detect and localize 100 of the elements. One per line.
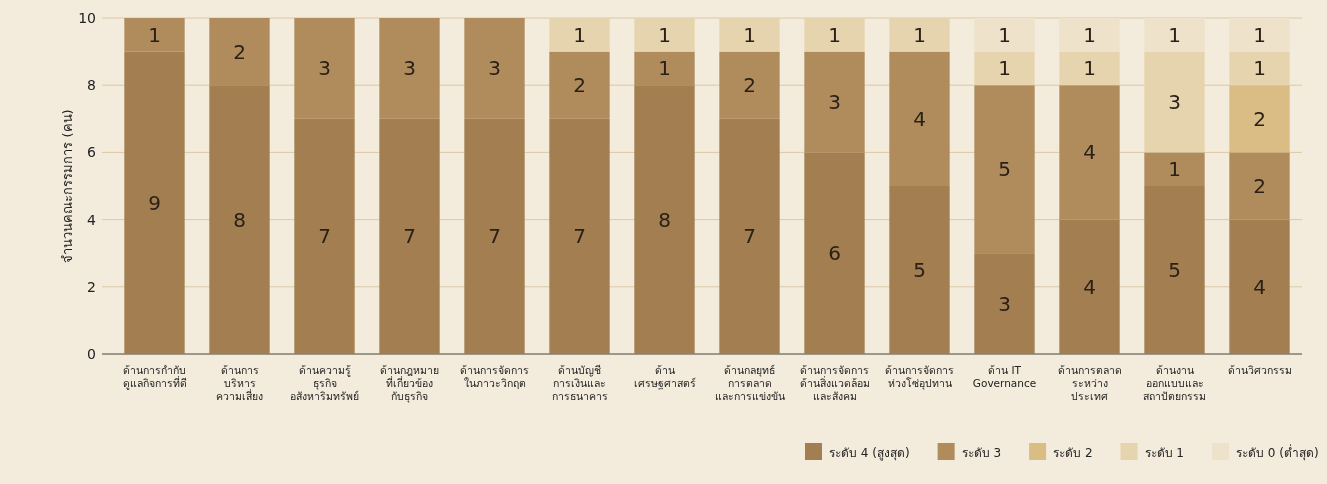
x-tick-label: ด้านกฎหมาย ที่เกี่ยวข้อง กับธุรกิจ — [380, 364, 439, 403]
bar — [124, 51, 185, 354]
data-label: 1 — [658, 22, 671, 47]
bar — [889, 186, 950, 354]
data-label: 4 — [1253, 274, 1266, 299]
x-tick-label: ด้าน IT Governance — [972, 364, 1037, 389]
bar — [634, 85, 695, 354]
data-label: 7 — [403, 224, 416, 249]
x-tick-label: ด้านการ บริหาร ความเสี่ยง — [216, 364, 263, 402]
x-tick-label: ด้านบัญชี การเงินและ การธนาคาร — [551, 364, 608, 402]
bar — [1229, 219, 1290, 354]
data-label: 1 — [1083, 22, 1096, 47]
bar — [1229, 152, 1290, 220]
x-tick-label: ด้าน เศรษฐศาสตร์ — [633, 364, 696, 390]
data-label: 7 — [743, 224, 756, 249]
bar — [1144, 152, 1205, 186]
data-label: 2 — [233, 39, 246, 64]
bar — [464, 18, 525, 119]
bar — [1229, 85, 1290, 153]
bar — [1229, 51, 1290, 86]
y-tick-label: 4 — [87, 211, 97, 228]
bar — [294, 18, 355, 119]
data-label: 1 — [998, 22, 1011, 47]
bar — [1144, 186, 1205, 354]
data-label: 9 — [148, 190, 161, 215]
bar — [464, 118, 525, 354]
bar — [974, 51, 1035, 86]
bar — [1059, 219, 1120, 354]
y-tick-label: 8 — [87, 77, 96, 94]
bar — [124, 18, 185, 52]
bar — [379, 18, 440, 119]
data-label: 7 — [318, 224, 331, 249]
x-tick-label: ด้านการจัดการ ในภาวะวิกฤต — [460, 364, 529, 389]
data-label: 3 — [488, 56, 501, 81]
bar — [1059, 18, 1120, 52]
data-label: 7 — [488, 224, 501, 249]
data-label: 1 — [1253, 56, 1266, 81]
x-tick-label: ด้านความรู้ ธุรกิจ อสังหาริมทรัพย์ — [290, 364, 359, 402]
data-label: 1 — [1168, 22, 1181, 47]
x-tick-label: ด้านวิศวกรรม — [1227, 364, 1292, 376]
bar — [294, 118, 355, 354]
data-label: 2 — [743, 73, 756, 98]
data-label: 6 — [828, 241, 841, 266]
bar — [719, 51, 780, 119]
data-label: 4 — [1083, 274, 1096, 299]
data-label: 3 — [828, 90, 841, 114]
legend-label: ระดับ 1 — [1144, 446, 1184, 460]
data-label: 5 — [1168, 258, 1181, 282]
bar — [974, 18, 1035, 52]
x-tick-label: ด้านการตลาด ระหว่าง ประเทศ — [1057, 364, 1122, 402]
data-label: 8 — [233, 207, 246, 232]
data-label: 3 — [1168, 90, 1181, 114]
data-label: 1 — [828, 22, 841, 47]
data-label: 1 — [1168, 157, 1181, 182]
data-label: 1 — [148, 22, 161, 47]
legend-label: ระดับ 0 (ต่ำสุด) — [1236, 444, 1319, 461]
data-label: 4 — [913, 106, 926, 131]
bar — [719, 118, 780, 354]
legend-label: ระดับ 3 — [961, 446, 1002, 460]
bar — [209, 18, 270, 86]
bar — [209, 85, 270, 354]
legend-label: ระดับ 4 (สูงสุด) — [829, 446, 910, 461]
bar — [1229, 18, 1290, 52]
y-tick-label: 0 — [87, 346, 96, 362]
data-label: 2 — [1253, 174, 1266, 198]
y-tick-label: 10 — [78, 10, 96, 26]
data-label: 8 — [658, 207, 671, 232]
bar — [549, 118, 610, 354]
data-label: 3 — [318, 56, 331, 81]
bar — [1059, 85, 1120, 220]
bar — [804, 51, 865, 153]
data-label: 1 — [1253, 22, 1266, 47]
data-label: 1 — [658, 56, 671, 81]
x-tick-label: ด้านการกำกับ ดูแลกิจการที่ดี — [122, 364, 187, 390]
x-tick-label: ด้านการจัดการ ด้านสิ่งแวดล้อม และสังคม — [799, 364, 870, 402]
legend-label: ระดับ 2 — [1053, 446, 1093, 460]
data-label: 3 — [403, 56, 416, 81]
data-label: 1 — [913, 22, 926, 47]
data-label: 1 — [573, 22, 586, 47]
x-tick-label: ด้านงาน ออกแบบและ สถาปัตยกรรม — [1143, 364, 1206, 402]
data-label: 5 — [913, 258, 926, 282]
bar — [549, 51, 610, 119]
data-label: 3 — [998, 291, 1011, 316]
y-tick-label: 2 — [87, 278, 96, 295]
data-label: 5 — [998, 157, 1011, 182]
bar — [379, 118, 440, 354]
bar — [974, 85, 1035, 254]
data-label: 1 — [998, 56, 1011, 81]
bar — [1144, 18, 1205, 52]
bar — [634, 51, 695, 86]
bar — [974, 253, 1035, 354]
data-label: 4 — [1083, 140, 1096, 165]
data-label: 2 — [573, 73, 586, 98]
bar — [1059, 51, 1120, 86]
bar — [889, 51, 950, 186]
y-axis-title: จำนวนคณะกรรมการ (คน) — [60, 109, 75, 263]
y-tick-label: 6 — [87, 144, 97, 161]
data-label: 7 — [573, 224, 586, 249]
data-label: 1 — [743, 22, 756, 47]
x-tick-label: ด้านการจัดการ ห่วงโซ่อุปทาน — [885, 364, 954, 390]
